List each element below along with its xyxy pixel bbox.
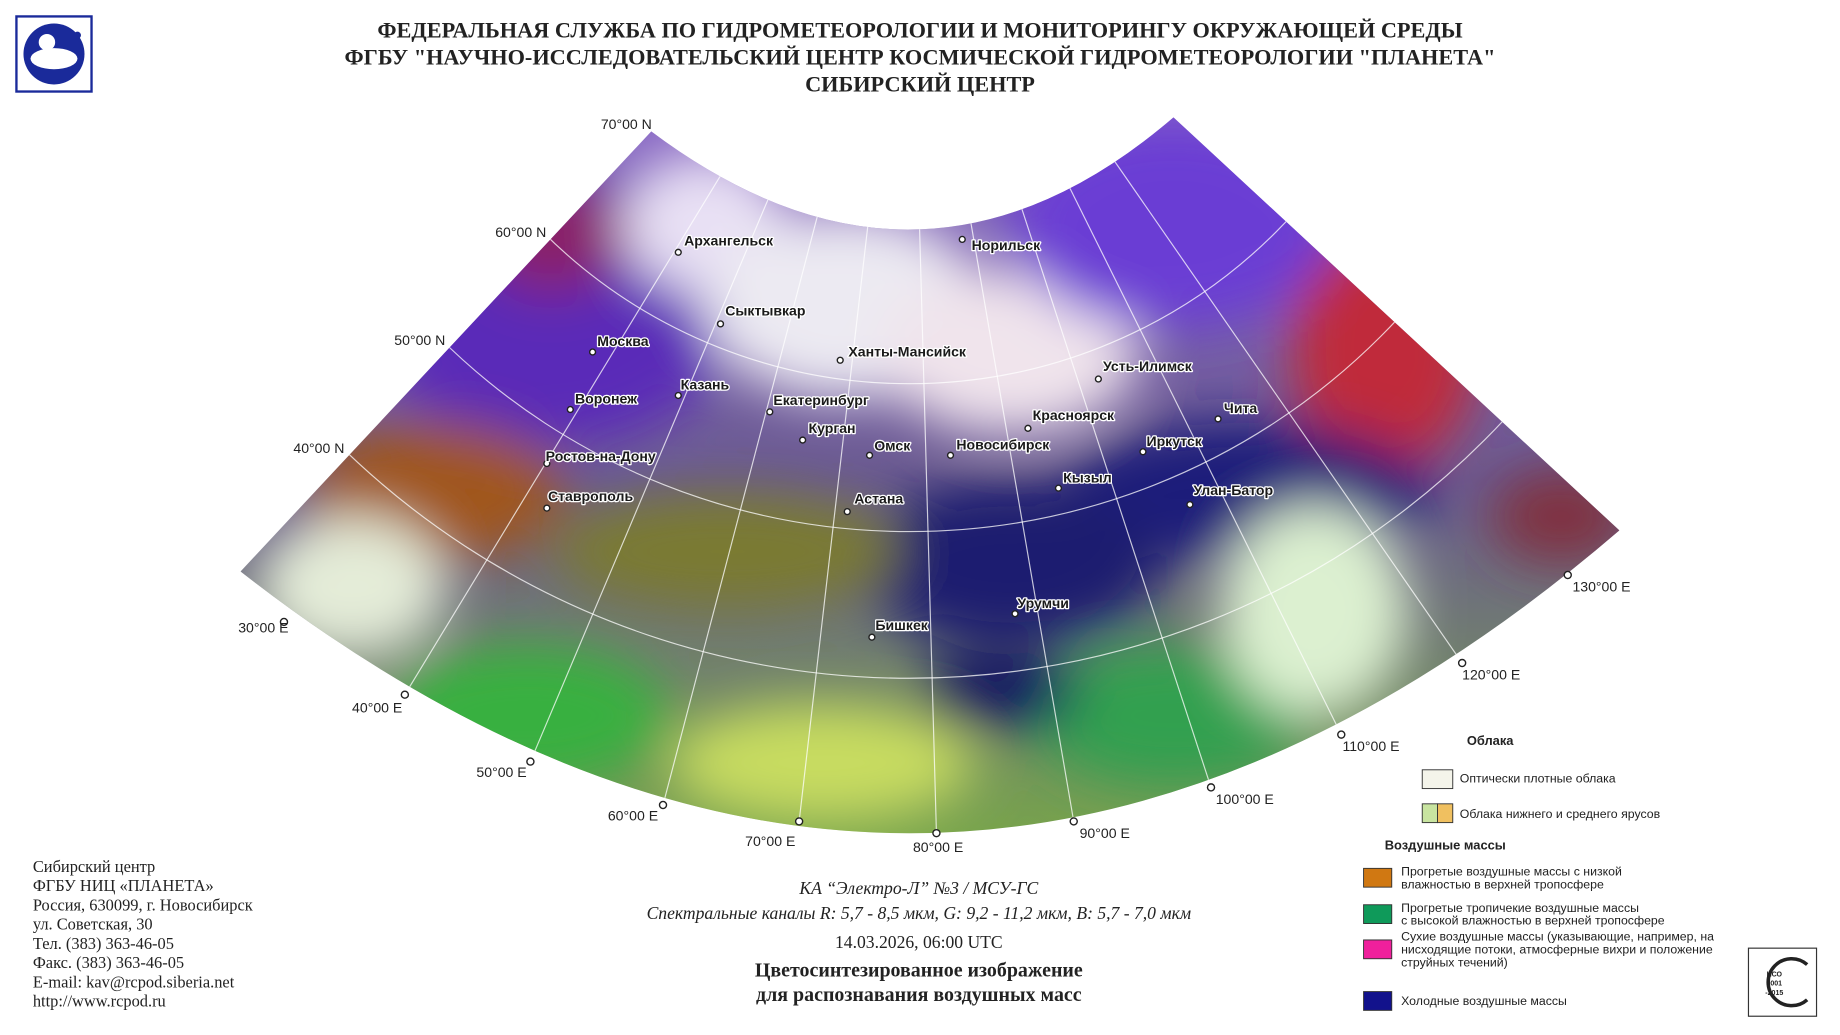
legend-swatch (1363, 867, 1393, 888)
longitude-label: 60°00 E (608, 807, 658, 823)
city-label: Бишкек (875, 617, 928, 633)
contact-line: ФГБУ НИЦ «ПЛАНЕТА» (33, 876, 214, 895)
city-label: Воронеж (575, 391, 638, 407)
cities: Архангельск Сыктывкар Норильск Москва Ха… (543, 231, 1275, 641)
header-line: ФГБУ "НАУЧНО-ИССЛЕДОВАТЕЛЬСКИЙ ЦЕНТР КОС… (345, 45, 1496, 70)
longitude-label: 50°00 E (476, 764, 526, 780)
latitude-label: 60°00 N (495, 224, 546, 240)
city-label: Усть-Илимск (1103, 358, 1193, 374)
city-label: Красноярск (1033, 407, 1115, 423)
longitude-label: 130°00 E (1572, 578, 1630, 594)
header-line: ФЕДЕРАЛЬНАЯ СЛУЖБА ПО ГИДРОМЕТЕОРОЛОГИИ … (377, 18, 1462, 43)
legend-swatch (1363, 904, 1393, 924)
legend-label: Сухие воздушные массы (указывающие, напр… (1401, 930, 1714, 944)
badge-text: ИСО (1767, 971, 1783, 978)
legend-label: Холодные воздушные массы (1401, 994, 1567, 1008)
city-label: Улан-Батор (1193, 482, 1273, 498)
contact-line: Факс. (383) 363-46-05 (33, 953, 184, 972)
legend-label: Прогретые воздушные массы с низкой (1401, 864, 1622, 878)
satellite-image (240, 117, 1620, 834)
legend-label: струйных течений) (1401, 955, 1508, 969)
longitude-label: 120°00 E (1462, 666, 1520, 682)
city-label: Чита (1224, 400, 1257, 416)
city-label: Ставрополь (548, 488, 633, 504)
longitude-label: 80°00 E (913, 839, 963, 855)
legend-label: с высокой влажностью в верхней тропосфер… (1401, 914, 1665, 928)
city-label: Новосибирск (956, 436, 1050, 452)
contact-line: ул. Советская, 30 (33, 915, 153, 934)
city-label: Архангельск (684, 232, 774, 248)
iso-badge: ИСО 9001 -2015 (1747, 947, 1818, 1017)
contact-line: Тел. (383) 363-46-05 (33, 934, 174, 953)
legend-swatch (1363, 991, 1393, 1011)
city-label: Урумчи (1017, 595, 1069, 611)
legend-label: Облака нижнего и среднего ярусов (1460, 807, 1660, 821)
legend-label: Оптически плотные облака (1460, 772, 1616, 786)
contact-line: E-mail: kav@rcpod.siberia.net (33, 972, 235, 991)
city-label: Омск (874, 438, 911, 454)
longitude-label: 70°00 E (745, 833, 795, 849)
caption-title: Цветосинтезированное изображение (755, 959, 1083, 981)
contact-line: Сибирский центр (33, 857, 155, 876)
longitude-label: 40°00 E (352, 699, 402, 715)
header-line: СИБИРСКИЙ ЦЕНТР (805, 72, 1035, 97)
city-label: Кызыл (1063, 469, 1112, 485)
legend-swatch (1363, 939, 1393, 960)
caption-title: для распознавания воздушных масс (756, 984, 1082, 1006)
datetime-label: 14.03.2026, 06:00 UTC (835, 932, 1003, 952)
city-label: Ростов-на-Дону (546, 448, 656, 464)
longitude-label: 100°00 E (1216, 791, 1274, 807)
legend-label: влажностью в верхней тропосфере (1401, 877, 1604, 891)
channels-label: Спектральные каналы R: 5,7 - 8,5 мкм, G:… (647, 903, 1191, 923)
latitude-label: 70°00 N (601, 116, 652, 132)
latitude-label: 50°00 N (394, 332, 445, 348)
city-label: Иркутск (1146, 433, 1202, 449)
longitude-label: 110°00 E (1342, 738, 1399, 754)
legend-label: нисходящие потоки, атмосферные вихри и п… (1401, 942, 1713, 956)
legend-label: Прогретые тропичекие воздушные массы (1401, 901, 1639, 915)
contact-line: http://www.rcpod.ru (33, 992, 166, 1011)
city-label: Казань (681, 377, 730, 393)
legend-title: Облака (1467, 733, 1514, 748)
badge-text: -2015 (1765, 990, 1783, 997)
city-label: Екатеринбург (773, 392, 869, 408)
city-label: Москва (597, 333, 648, 349)
longitude-label: 30°00 E (238, 619, 288, 635)
longitude-label: 90°00 E (1080, 825, 1130, 841)
city-label: Курган (809, 420, 856, 436)
city-label: Астана (854, 490, 903, 506)
legend-title: Воздушные массы (1385, 838, 1506, 853)
legend: Облака Оптически плотные облака Облака н… (1363, 733, 1714, 1011)
latitude-label: 40°00 N (293, 440, 344, 456)
city-label: Ханты-Мансийск (848, 344, 967, 360)
air-mass-legend: Прогретые воздушные массы с низкойвлажно… (1363, 864, 1714, 1011)
logo (15, 15, 93, 93)
contact-line: Россия, 630099, г. Новосибирск (33, 895, 253, 914)
graticule-labels: 70°00 N 60°00 N 50°00 N 40°00 N 30°00 E … (238, 116, 1630, 855)
satellite-label: КА “Электро-Л” №3 / МСУ-ГС (798, 878, 1038, 898)
city-label: Сыктывкар (725, 303, 806, 319)
badge-text: 9001 (1766, 981, 1782, 988)
city-label: Норильск (972, 237, 1041, 253)
